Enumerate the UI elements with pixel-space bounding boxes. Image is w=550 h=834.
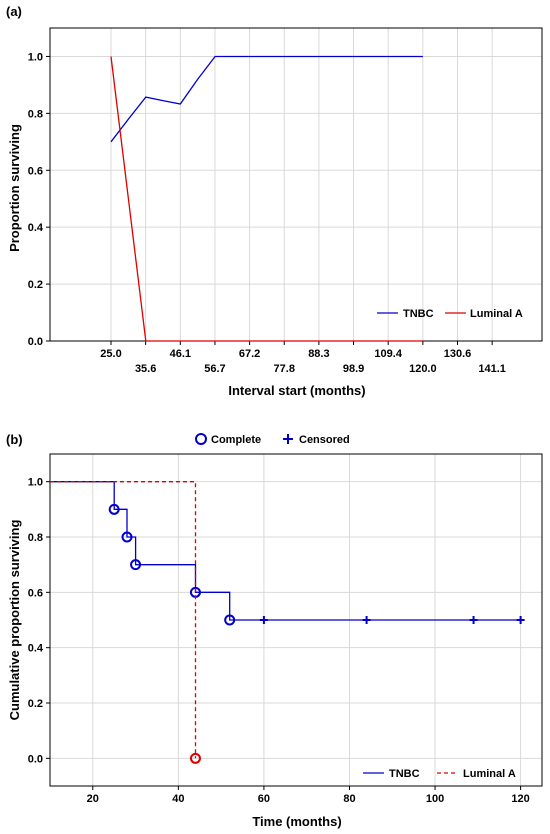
panel-b-censored-marker-tnbc bbox=[469, 616, 478, 624]
panel-a-x-tick-label: 141.1 bbox=[478, 363, 506, 375]
censored-legend-icon bbox=[283, 434, 293, 444]
panel-a-x-tick-label: 46.1 bbox=[170, 348, 191, 360]
panel-a-x-tick-label: 130.6 bbox=[444, 348, 472, 360]
panel-b-step-line-tnbc bbox=[50, 481, 521, 621]
panel-a-plot-frame bbox=[49, 27, 543, 342]
panel-b-y-tick-label: 0.4 bbox=[28, 643, 44, 655]
panel-b-label: (b) bbox=[6, 432, 23, 447]
panel-a-label: (a) bbox=[6, 4, 22, 19]
censored-legend-label: Censored bbox=[299, 434, 350, 446]
panel-b-x-tick-label: 80 bbox=[343, 793, 355, 805]
panel-a-x-tick-label: 88.3 bbox=[308, 348, 329, 360]
panel-a-series-line-luminal-a bbox=[110, 56, 423, 342]
panel-b-complete-marker-tnbc bbox=[130, 559, 142, 571]
panel-a-y-tick-label: 0.6 bbox=[28, 165, 43, 177]
panel-a-series-line-tnbc bbox=[110, 55, 423, 143]
panel-a-x-tick-label: 56.7 bbox=[204, 363, 225, 375]
panel-a-x-tick-label: 77.8 bbox=[274, 363, 295, 375]
panel-b-y-tick-label: 0.0 bbox=[28, 753, 43, 765]
panel-a-y-axis-label: Proportion surviving bbox=[7, 124, 22, 252]
panel-b-x-tick-label: 100 bbox=[426, 793, 444, 805]
panel-a-legend-label-luminal-a: Luminal A bbox=[470, 308, 523, 320]
panel-b-y-tick-label: 0.2 bbox=[28, 698, 43, 710]
panel-b-x-axis-label: Time (months) bbox=[252, 814, 341, 829]
panel-b-censored-marker-tnbc bbox=[516, 616, 525, 624]
panel-a-y-tick-label: 0.2 bbox=[28, 279, 43, 291]
panel-a-y-tick-label: 0.4 bbox=[28, 222, 44, 234]
panel-b-x-tick-label: 20 bbox=[87, 793, 99, 805]
complete-legend-icon bbox=[195, 433, 207, 445]
complete-legend-label: Complete bbox=[211, 434, 261, 446]
panel-b-censored-marker-tnbc bbox=[362, 616, 371, 624]
panel-b-x-tick-label: 120 bbox=[511, 793, 529, 805]
panel-b-step-line-luminal-a bbox=[50, 481, 197, 759]
panel-b-complete-marker-tnbc bbox=[108, 503, 120, 515]
panel-a-x-tick-label: 109.4 bbox=[374, 348, 402, 360]
panel-b-y-axis-label: Cumulative proportion surviving bbox=[7, 520, 22, 721]
panel-b-legend-label-tnbc: TNBC bbox=[389, 768, 420, 780]
panel-b-complete-marker-tnbc bbox=[121, 531, 133, 543]
panel-b-y-tick-label: 1.0 bbox=[28, 477, 43, 489]
panel-b-plot-frame bbox=[49, 453, 543, 787]
panel-a-y-tick-label: 0.0 bbox=[28, 336, 43, 348]
panel-a-x-tick-label: 67.2 bbox=[239, 348, 260, 360]
panel-a-x-axis-label: Interval start (months) bbox=[228, 383, 365, 398]
panel-b-y-tick-label: 0.8 bbox=[28, 532, 43, 544]
panel-a-y-tick-label: 0.8 bbox=[28, 108, 43, 120]
panel-b-x-tick-label: 60 bbox=[258, 793, 270, 805]
panel-b-censored-marker-tnbc bbox=[259, 616, 268, 624]
panel-b-complete-marker-luminal-a bbox=[189, 752, 201, 764]
panel-a-y-tick-label: 1.0 bbox=[28, 51, 43, 63]
panel-a-x-tick-label: 25.0 bbox=[100, 348, 121, 360]
panel-a-legend-label-tnbc: TNBC bbox=[403, 308, 434, 320]
panel-a-x-tick-label: 120.0 bbox=[409, 363, 437, 375]
panel-a-x-tick-label: 35.6 bbox=[135, 363, 156, 375]
panel-b-legend-label-luminal-a: Luminal A bbox=[463, 768, 516, 780]
panel-a-x-tick-label: 98.9 bbox=[343, 363, 364, 375]
panel-b-x-tick-label: 40 bbox=[172, 793, 184, 805]
panel-b-complete-marker-tnbc bbox=[224, 614, 236, 626]
panel-b-y-tick-label: 0.6 bbox=[28, 587, 43, 599]
